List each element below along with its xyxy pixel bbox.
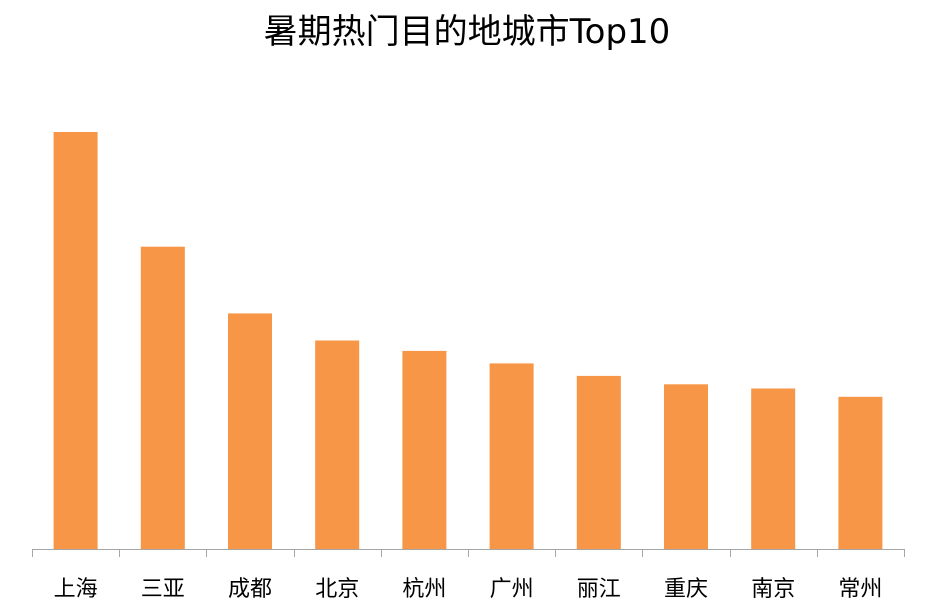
x-tick-label: 南京 bbox=[751, 577, 795, 602]
bar-9 bbox=[751, 388, 796, 549]
bar-2 bbox=[140, 246, 185, 549]
bar-6 bbox=[489, 363, 534, 549]
x-tick-label: 北京 bbox=[315, 577, 359, 602]
x-tick-label: 杭州 bbox=[402, 577, 446, 602]
bars-group bbox=[53, 132, 883, 549]
x-tick-label: 丽江 bbox=[577, 577, 621, 602]
bar-3 bbox=[228, 313, 272, 549]
x-axis bbox=[32, 549, 905, 557]
x-tick-label: 成都 bbox=[228, 577, 272, 602]
x-tick-label: 上海 bbox=[54, 577, 98, 602]
x-tick-label: 三亚 bbox=[141, 577, 185, 602]
chart-title: 暑期热门目的地城市Top10 bbox=[263, 12, 671, 52]
bar-1 bbox=[53, 132, 98, 549]
bar-5 bbox=[402, 350, 447, 549]
x-tick-label: 常州 bbox=[838, 577, 882, 602]
bar-10 bbox=[838, 396, 883, 549]
x-tick-label: 重庆 bbox=[664, 577, 708, 602]
bar-7 bbox=[576, 375, 621, 549]
x-tick-label: 广州 bbox=[490, 577, 534, 602]
bar-8 bbox=[664, 384, 708, 549]
x-tick-labels: 上海 三亚 成都 北京 杭州 广州 丽江 重庆 南京 常州 bbox=[54, 577, 883, 602]
bar-4 bbox=[315, 340, 360, 549]
